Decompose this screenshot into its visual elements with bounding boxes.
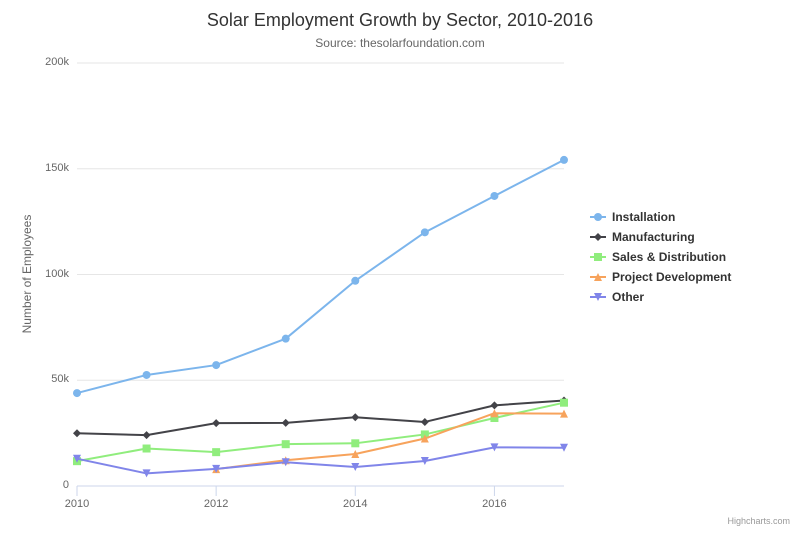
y-axis-tick-label: 0: [63, 479, 69, 491]
legend-label: Manufacturing: [612, 230, 695, 244]
legend-item[interactable]: Other: [590, 288, 731, 306]
y-axis-tick-label: 150k: [45, 162, 69, 174]
y-axis-tick-label: 50k: [51, 373, 69, 385]
x-axis-tick-label: 2012: [196, 498, 236, 510]
legend-item[interactable]: Project Development: [590, 268, 731, 286]
legend-symbol: [590, 231, 606, 243]
legend: Installation Manufacturing Sales & Distrib…: [590, 206, 731, 308]
x-axis-tick-label: 2010: [57, 498, 97, 510]
credits-link[interactable]: Highcharts.com: [727, 516, 790, 526]
y-axis-tick-label: 200k: [45, 56, 69, 68]
legend-item[interactable]: Sales & Distribution: [590, 248, 731, 266]
legend-symbol: [590, 291, 606, 303]
legend-label: Project Development: [612, 270, 731, 284]
x-axis-tick-label: 2016: [474, 498, 514, 510]
chart-container: Solar Employment Growth by Sector, 2010-…: [0, 0, 800, 533]
y-axis-tick-label: 100k: [45, 268, 69, 280]
legend-label: Other: [612, 290, 644, 304]
legend-symbol: [590, 211, 606, 223]
legend-symbol: [590, 251, 606, 263]
legend-item[interactable]: Manufacturing: [590, 228, 731, 246]
x-axis-tick-label: 2014: [335, 498, 375, 510]
legend-item[interactable]: Installation: [590, 208, 731, 226]
legend-symbol: [590, 271, 606, 283]
legend-label: Installation: [612, 210, 675, 224]
legend-label: Sales & Distribution: [612, 250, 726, 264]
